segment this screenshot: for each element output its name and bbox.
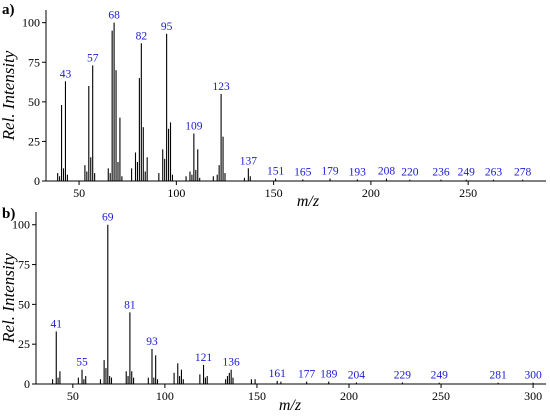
y-tick-label: 75 xyxy=(28,55,40,69)
peak-label: 95 xyxy=(161,21,173,33)
y-axis-title: Rel. Intensity xyxy=(0,50,18,141)
y-tick-label: 50 xyxy=(18,297,30,311)
peak-label: 93 xyxy=(146,336,158,348)
y-axis-title: Rel. Intensity xyxy=(0,253,18,344)
x-tick-label: 100 xyxy=(156,389,174,403)
peak-label: 189 xyxy=(320,369,338,381)
peak-label: 68 xyxy=(108,10,120,22)
peak-label: 249 xyxy=(458,167,476,179)
x-axis-title: m/z xyxy=(279,397,302,414)
peak-label: 82 xyxy=(136,30,148,42)
peak-label: 121 xyxy=(195,352,213,364)
y-tick-label: 50 xyxy=(28,95,40,109)
peak-label: 249 xyxy=(431,370,449,382)
peak-label: 123 xyxy=(212,81,230,93)
x-tick-label: 100 xyxy=(167,186,185,200)
peak-label: 220 xyxy=(401,167,419,179)
x-tick-label: 50 xyxy=(67,389,79,403)
peak-label: 300 xyxy=(524,370,542,382)
y-tick-label: 100 xyxy=(22,16,40,30)
x-tick-label: 150 xyxy=(248,389,266,403)
peak-label: 204 xyxy=(348,369,366,381)
x-axis-title: m/z xyxy=(297,193,320,210)
peak-label: 179 xyxy=(321,166,339,178)
peak-label: 136 xyxy=(223,357,241,369)
peak-label: 177 xyxy=(298,369,316,381)
peak-label: 229 xyxy=(394,369,412,381)
x-tick-label: 250 xyxy=(432,389,450,403)
x-tick-label: 50 xyxy=(73,186,85,200)
x-tick-label: 150 xyxy=(265,186,283,200)
x-tick-label: 250 xyxy=(459,186,477,200)
peak-label: 236 xyxy=(432,167,450,179)
peak-label: 81 xyxy=(124,299,136,311)
peak-label: 165 xyxy=(294,166,312,178)
peak-label: 278 xyxy=(514,167,532,179)
peak-label: 55 xyxy=(76,357,88,369)
y-tick-label: 0 xyxy=(24,377,30,391)
y-tick-label: 100 xyxy=(12,218,30,232)
x-tick-label: 200 xyxy=(362,186,380,200)
peak-label: 69 xyxy=(102,212,114,224)
y-tick-label: 75 xyxy=(18,258,30,272)
panel-b: b) 0 25 50 75 100 50 100 150 200 250 300 41 55 69 81 93 1… xyxy=(0,206,546,414)
peak-label: 137 xyxy=(240,155,258,167)
peak-label: 151 xyxy=(267,166,285,178)
peak-label: 43 xyxy=(60,68,72,80)
peak-label: 263 xyxy=(485,167,503,179)
y-tick-label: 25 xyxy=(18,337,30,351)
y-tick-label: 0 xyxy=(34,174,40,188)
y-tick-label: 25 xyxy=(28,134,40,148)
peak-label: 193 xyxy=(349,166,367,178)
panel-letter: a) xyxy=(2,2,15,18)
x-tick-label: 300 xyxy=(524,389,542,403)
panel-letter: b) xyxy=(2,206,15,222)
panel-a: a) 0 25 50 75 100 50 100 150 200 250 43 57 68 82 95 109 1… xyxy=(0,2,546,210)
peak-label: 208 xyxy=(378,166,396,178)
x-tick-label: 200 xyxy=(340,389,358,403)
peak-label: 281 xyxy=(490,370,508,382)
peak-label: 57 xyxy=(87,52,99,64)
peak-label: 109 xyxy=(185,121,203,133)
peak-label: 161 xyxy=(269,368,287,380)
peak-label: 41 xyxy=(51,318,63,330)
